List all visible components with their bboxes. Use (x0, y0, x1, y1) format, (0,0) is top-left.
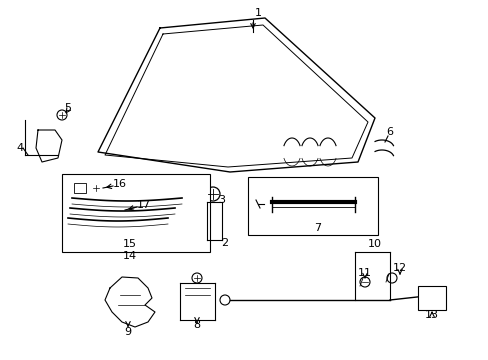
Text: 7: 7 (314, 223, 321, 233)
Bar (62, 174, 209, 252)
Text: 16: 16 (113, 179, 127, 189)
Bar (247, 177, 377, 235)
Text: 9: 9 (124, 327, 131, 337)
Text: 15: 15 (123, 239, 137, 249)
Text: 11: 11 (357, 268, 371, 278)
Text: 1: 1 (254, 8, 261, 18)
Text: 10: 10 (367, 239, 381, 249)
Text: 8: 8 (193, 320, 200, 330)
Text: 12: 12 (392, 263, 406, 273)
Text: 17: 17 (137, 200, 151, 210)
Text: 5: 5 (64, 103, 71, 113)
Text: 3: 3 (218, 195, 225, 205)
Bar (74, 183, 86, 193)
Text: 6: 6 (386, 127, 393, 137)
Bar (417, 286, 445, 310)
Text: 4: 4 (17, 143, 23, 153)
Text: 13: 13 (424, 310, 438, 320)
Text: 14: 14 (122, 251, 137, 261)
Text: 2: 2 (221, 238, 228, 248)
